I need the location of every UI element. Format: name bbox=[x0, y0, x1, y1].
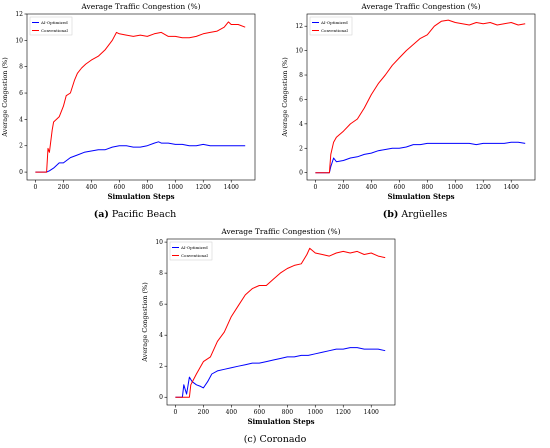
legend-entry: AI-Optimized bbox=[320, 20, 348, 25]
y-tick-label: 2 bbox=[19, 143, 23, 150]
y-tick-label: 6 bbox=[19, 90, 23, 97]
chart-panel-b: Average Traffic Congestion (%) 0 200 400 600… bbox=[280, 0, 550, 220]
caption-b-text: Argüelles bbox=[398, 209, 448, 220]
chart-panel-c: Average Traffic Congestion (%) 0 200 400 600… bbox=[140, 225, 410, 445]
x-tick-label: 1000 bbox=[168, 184, 183, 191]
y-tick-label: 0 bbox=[299, 170, 303, 177]
series-line-conventional bbox=[315, 19, 526, 174]
legend-entry: Conventional bbox=[321, 28, 349, 33]
y-tick-label: 10 bbox=[15, 37, 23, 44]
caption-a-tag: (a) bbox=[93, 209, 109, 220]
x-tick-label: 800 bbox=[422, 184, 434, 191]
y-tick-label: 12 bbox=[15, 11, 23, 18]
y-tick-label: 4 bbox=[299, 121, 303, 128]
plot-frame bbox=[166, 238, 396, 406]
x-tick-label: 400 bbox=[226, 409, 238, 416]
y-tick-label: 0 bbox=[159, 394, 163, 401]
y-tick-label: 10 bbox=[295, 48, 303, 55]
legend-entry: Conventional bbox=[41, 28, 69, 33]
y-tick-label: 4 bbox=[159, 332, 163, 339]
x-tick-label: 1200 bbox=[336, 409, 351, 416]
series-line-ai-optimized bbox=[315, 141, 526, 174]
plot-frame bbox=[26, 13, 256, 181]
x-tick-label: 200 bbox=[338, 184, 350, 191]
caption-c: (c) Coronado bbox=[140, 434, 410, 445]
y-tick-label: 6 bbox=[159, 301, 163, 308]
legend-box bbox=[169, 241, 213, 261]
y-tick-label: 2 bbox=[159, 363, 163, 370]
y-tick-label: 8 bbox=[299, 72, 303, 79]
chart-title: Average Traffic Congestion (%) bbox=[360, 2, 480, 11]
x-tick-label: 1400 bbox=[364, 409, 379, 416]
y-tick-label: 10 bbox=[155, 239, 163, 246]
series-line-ai-optimized bbox=[35, 141, 246, 173]
x-tick-label: 1400 bbox=[224, 184, 239, 191]
caption-b: (b) Argüelles bbox=[280, 209, 550, 220]
chart-a: Average Traffic Congestion (%) 0 200 400 600… bbox=[1, 2, 256, 201]
x-tick-label: 600 bbox=[394, 184, 406, 191]
y-tick-label: 12 bbox=[295, 23, 303, 30]
x-tick-label: 1400 bbox=[504, 184, 519, 191]
series-line-ai-optimized bbox=[175, 347, 386, 398]
x-tick-label: 200 bbox=[198, 409, 210, 416]
x-tick-label: 600 bbox=[114, 184, 126, 191]
y-tick-label: 6 bbox=[299, 96, 303, 103]
x-tick-label: 0 bbox=[33, 184, 37, 191]
x-tick-label: 800 bbox=[142, 184, 154, 191]
legend-box bbox=[29, 16, 73, 36]
chart-c: Average Traffic Congestion (%) 0 200 400 600… bbox=[141, 227, 396, 426]
x-axis-label: Simulation Steps bbox=[387, 192, 454, 201]
x-axis-label: Simulation Steps bbox=[107, 192, 174, 201]
series-line-conventional bbox=[35, 21, 246, 173]
y-tick-label: 0 bbox=[19, 169, 23, 176]
y-tick-label: 2 bbox=[299, 145, 303, 152]
y-axis-label: Average Congestion (%) bbox=[1, 57, 9, 138]
x-tick-label: 1200 bbox=[476, 184, 491, 191]
chart-panel-a: Average Traffic Congestion (%) 0 200 400 600… bbox=[0, 0, 270, 220]
plot-frame bbox=[306, 13, 536, 181]
series-line-conventional bbox=[175, 247, 386, 398]
x-tick-label: 800 bbox=[282, 409, 294, 416]
x-tick-label: 400 bbox=[366, 184, 378, 191]
chart-title: Average Traffic Congestion (%) bbox=[220, 227, 340, 236]
chart-b: Average Traffic Congestion (%) 0 200 400 600… bbox=[281, 2, 536, 201]
x-tick-label: 1200 bbox=[196, 184, 211, 191]
y-tick-label: 4 bbox=[19, 116, 23, 123]
legend-entry: Conventional bbox=[181, 253, 209, 258]
x-tick-label: 0 bbox=[173, 409, 177, 416]
caption-b-tag: (b) bbox=[382, 209, 399, 220]
x-axis-label: Simulation Steps bbox=[247, 417, 314, 426]
legend-entry: AI-Optimized bbox=[180, 245, 208, 250]
x-tick-label: 200 bbox=[58, 184, 70, 191]
y-axis-label: Average Congestion (%) bbox=[281, 57, 289, 138]
legend-entry: AI-Optimized bbox=[40, 20, 68, 25]
y-tick-label: 8 bbox=[19, 64, 23, 71]
caption-a-text: Pacific Beach bbox=[108, 209, 177, 220]
y-tick-label: 8 bbox=[159, 270, 163, 277]
y-axis-label: Average Congestion (%) bbox=[141, 282, 149, 363]
x-tick-label: 400 bbox=[86, 184, 98, 191]
x-tick-label: 1000 bbox=[308, 409, 323, 416]
x-tick-label: 0 bbox=[313, 184, 317, 191]
x-tick-label: 600 bbox=[254, 409, 266, 416]
chart-title: Average Traffic Congestion (%) bbox=[80, 2, 200, 11]
legend-box bbox=[309, 16, 353, 36]
caption-a: (a) Pacific Beach bbox=[0, 209, 270, 220]
caption-c-text: (c) Coronado bbox=[243, 434, 307, 445]
x-tick-label: 1000 bbox=[448, 184, 463, 191]
